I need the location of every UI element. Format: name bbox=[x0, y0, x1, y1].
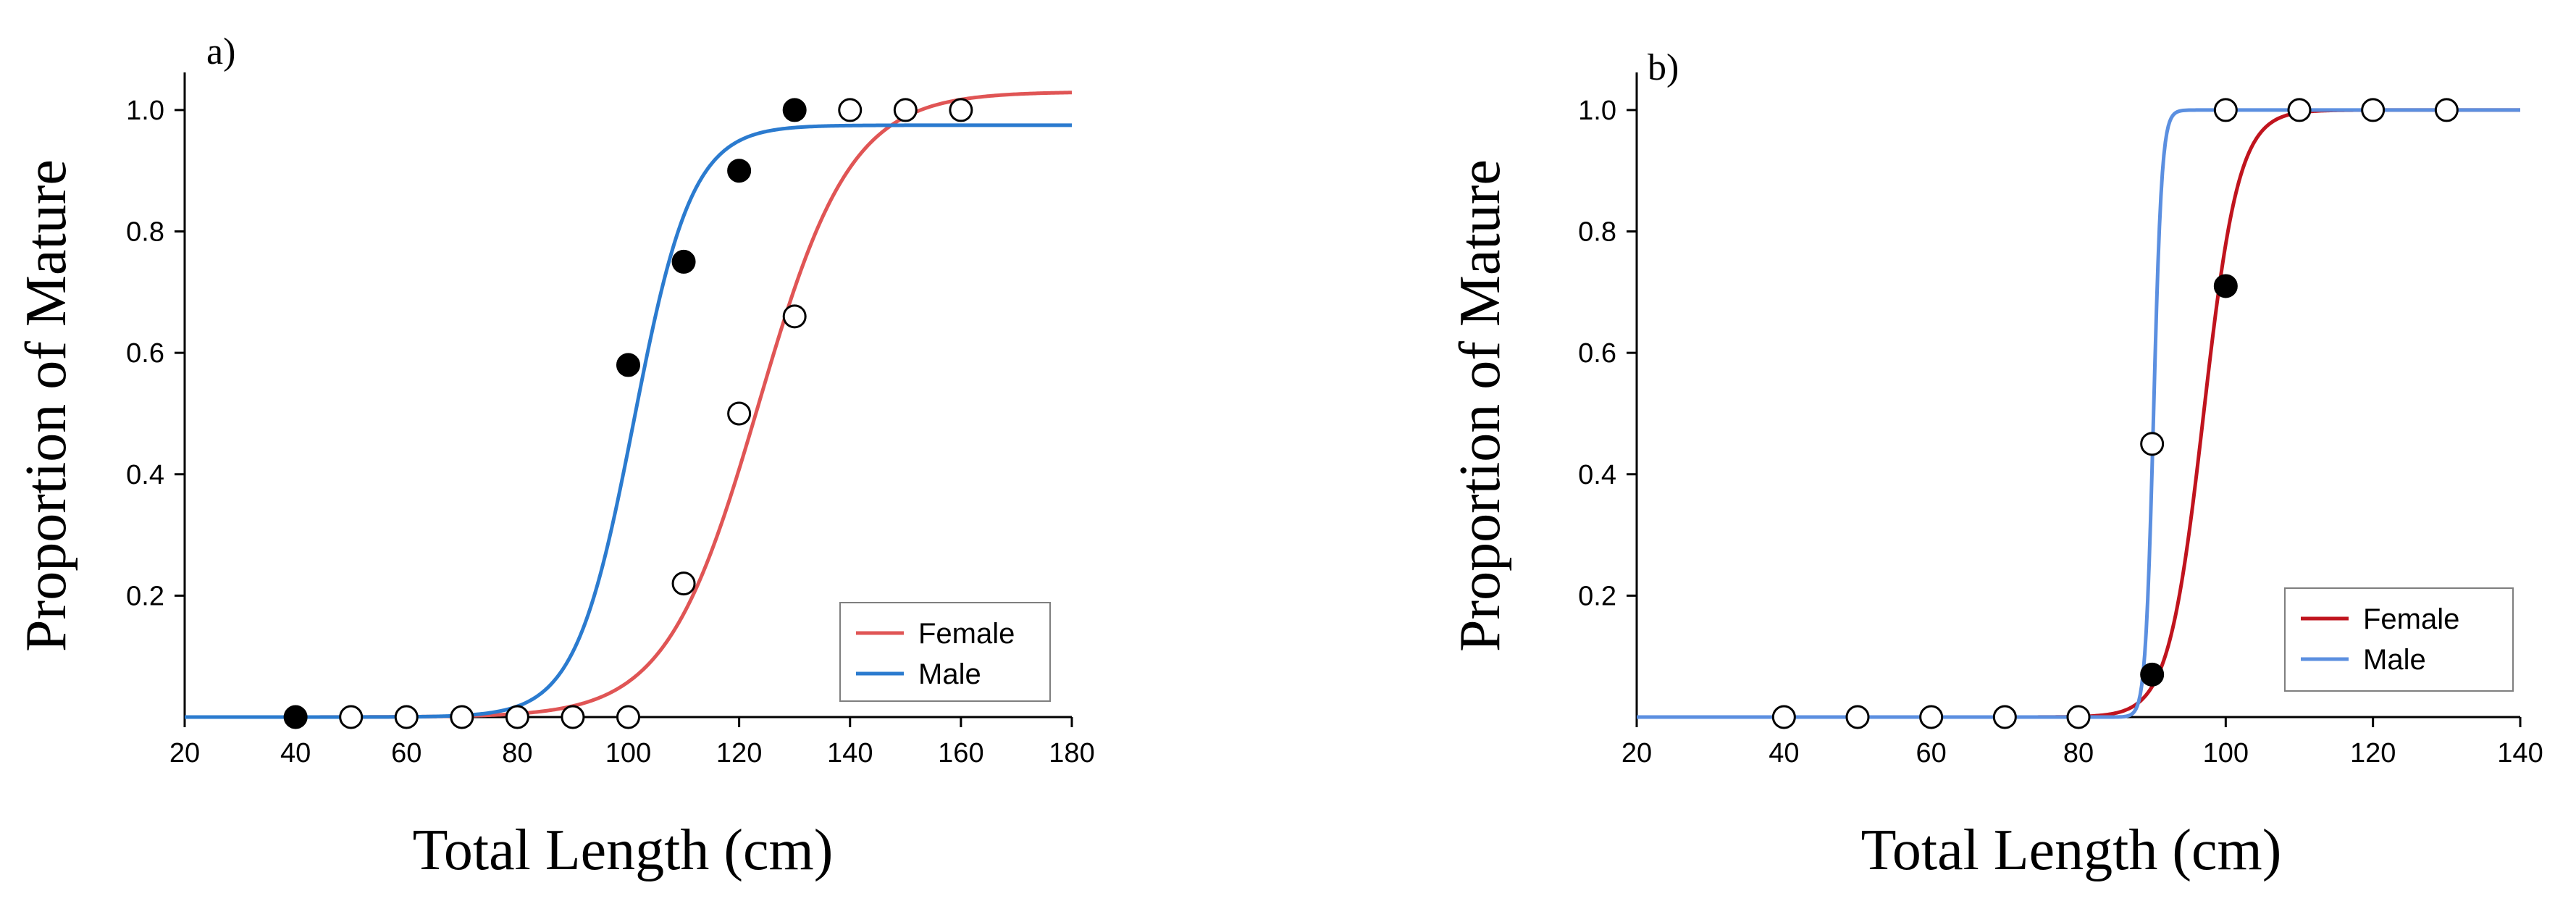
data-point-female bbox=[2361, 98, 2386, 122]
data-point-male bbox=[782, 98, 807, 122]
data-point-female bbox=[1919, 705, 1944, 729]
y-tick-label: 0.8 bbox=[126, 217, 164, 248]
x-tick-label: 80 bbox=[2063, 738, 2094, 768]
panel-label: a) bbox=[206, 31, 235, 72]
x-tick-label: 80 bbox=[502, 738, 532, 768]
legend-label-female: Female bbox=[918, 618, 1015, 650]
y-tick-label: 0.4 bbox=[126, 460, 164, 490]
data-point-female bbox=[505, 705, 529, 729]
x-tick-label: 180 bbox=[1049, 738, 1094, 768]
data-point-female bbox=[838, 98, 863, 122]
data-point-female bbox=[1845, 705, 1870, 729]
y-tick-label: 0.6 bbox=[1578, 338, 1616, 369]
y-tick-label: 0.2 bbox=[1578, 581, 1616, 611]
legend-label-female: Female bbox=[2363, 603, 2459, 635]
legend: Female Male bbox=[2284, 587, 2514, 692]
y-tick-label: 0.8 bbox=[1578, 217, 1616, 248]
data-point-female bbox=[2066, 705, 2091, 729]
x-tick-label: 160 bbox=[938, 738, 983, 768]
x-tick-label: 100 bbox=[605, 738, 651, 768]
legend: Female Male bbox=[839, 602, 1051, 702]
data-point-male bbox=[2140, 662, 2165, 687]
x-tick-label: 140 bbox=[2497, 738, 2543, 768]
legend-box bbox=[839, 602, 1051, 702]
curve-male bbox=[185, 123, 1072, 719]
legend-label-male: Male bbox=[918, 658, 981, 690]
data-point-female bbox=[671, 571, 696, 596]
y-tick-label: 1.0 bbox=[126, 96, 164, 126]
x-axis-title: Total Length (cm) bbox=[1861, 818, 2282, 882]
y-tick-label: 0.4 bbox=[1578, 460, 1616, 490]
legend-label-male: Male bbox=[2363, 644, 2426, 676]
x-tick-label: 140 bbox=[827, 738, 873, 768]
x-tick-label: 60 bbox=[391, 738, 421, 768]
data-point-female bbox=[2213, 98, 2238, 122]
data-point-female bbox=[561, 705, 585, 729]
x-tick-label: 40 bbox=[280, 738, 311, 768]
y-axis-title: Proportion of Mature bbox=[14, 159, 78, 652]
data-point-female bbox=[616, 705, 640, 729]
data-point-female bbox=[394, 705, 419, 729]
data-point-male bbox=[671, 249, 696, 274]
data-point-male bbox=[2213, 274, 2238, 298]
y-tick-label: 0.2 bbox=[126, 581, 164, 611]
data-point-female bbox=[782, 304, 807, 329]
x-tick-label: 20 bbox=[169, 738, 200, 768]
x-tick-label: 120 bbox=[716, 738, 762, 768]
panel-label: b) bbox=[1648, 47, 1679, 88]
y-tick-label: 1.0 bbox=[1578, 96, 1616, 126]
x-tick-label: 40 bbox=[1769, 738, 1799, 768]
data-point-female bbox=[2434, 98, 2459, 122]
data-point-male bbox=[616, 353, 640, 377]
data-point-female bbox=[893, 98, 918, 122]
data-point-female bbox=[2287, 98, 2312, 122]
data-point-female bbox=[450, 705, 474, 729]
data-point-female bbox=[1771, 705, 1796, 729]
data-point-female bbox=[949, 98, 973, 122]
chart-panel-a: a) 20 40 60 80 100 120 140 160 180 0.2 0.4 0.6 0.8 1.0… bbox=[14, 31, 1095, 882]
y-axis-title: Proportion of Mature bbox=[1448, 159, 1512, 652]
x-tick-label: 20 bbox=[1621, 738, 1652, 768]
y-tick-label: 0.6 bbox=[126, 338, 164, 369]
x-axis-title: Total Length (cm) bbox=[413, 818, 834, 882]
x-tick-label: 60 bbox=[1916, 738, 1947, 768]
data-point-female bbox=[1992, 705, 2017, 729]
data-point-female bbox=[339, 705, 364, 729]
x-tick-label: 120 bbox=[2350, 738, 2396, 768]
x-tick-label: 100 bbox=[2203, 738, 2249, 768]
data-point-female bbox=[727, 401, 752, 426]
chart-panel-b: b) 20 40 60 80 100 120 140 0.2 0.4 0.6 0.8 1.0 Total … bbox=[1448, 47, 2543, 882]
data-point-male bbox=[283, 705, 308, 729]
data-point-female bbox=[2140, 432, 2165, 456]
legend-box bbox=[2284, 587, 2514, 692]
data-point-male bbox=[727, 159, 752, 183]
